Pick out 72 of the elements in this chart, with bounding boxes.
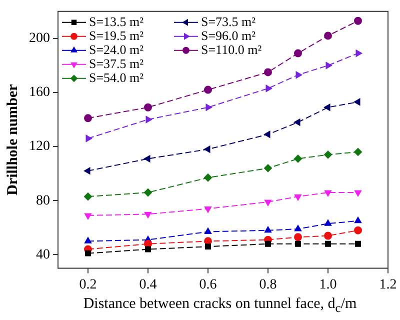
point (146, 116, 152, 124)
point (324, 190, 332, 197)
y-axis-title: Drillhole number (4, 84, 21, 196)
x-tick-label: 1.2 (379, 277, 397, 292)
point (354, 216, 362, 224)
y-tick-label: 40 (36, 247, 50, 262)
x-axis-title: Distance between cracks on tunnel face, d$_{c}$/m (82, 296, 358, 316)
point (84, 167, 90, 174)
x-tick-label: 0.6 (199, 277, 217, 292)
point (264, 130, 270, 138)
point (204, 228, 212, 234)
point (204, 174, 212, 182)
point (324, 232, 332, 240)
point (265, 240, 271, 247)
point (294, 154, 302, 163)
point (266, 84, 272, 92)
x-tick-label: 0.4 (139, 277, 157, 292)
point (264, 68, 272, 76)
x-tick-label: 1.0 (319, 277, 337, 292)
point (144, 103, 152, 112)
point (86, 134, 92, 142)
legend-label: S=73.5 m² (201, 14, 256, 29)
point (355, 240, 361, 247)
point (296, 71, 302, 78)
x-tick-label: 0.8 (259, 277, 277, 292)
point (145, 246, 151, 252)
point (264, 226, 272, 233)
point (354, 16, 362, 25)
point (324, 220, 332, 226)
point (85, 250, 91, 256)
point (294, 225, 302, 232)
legend-label: S=37.5 m² (89, 56, 144, 71)
point (144, 188, 152, 197)
point (144, 212, 152, 218)
point (324, 150, 332, 159)
point (354, 148, 362, 156)
point (84, 213, 92, 220)
y-tick-label: 80 (36, 193, 50, 208)
point (84, 192, 92, 201)
legend-label: S=54.0 m² (89, 70, 144, 85)
point (204, 146, 210, 153)
point (294, 233, 302, 242)
point (204, 206, 212, 213)
point (294, 194, 302, 201)
point (264, 200, 272, 206)
point (294, 118, 300, 126)
point (294, 49, 302, 58)
legend-label: S=110.0 m² (201, 42, 262, 57)
point (205, 244, 211, 250)
y-tick-label: 160 (29, 85, 50, 100)
point (326, 62, 332, 69)
y-tick-label: 200 (29, 31, 50, 46)
point (204, 86, 212, 94)
point (324, 32, 332, 40)
point (84, 237, 92, 244)
point (354, 226, 362, 234)
point (356, 50, 362, 57)
legend-label: S=19.5 m² (89, 28, 144, 43)
point (354, 190, 362, 197)
point (84, 114, 92, 122)
point (325, 240, 331, 247)
x-tick-label: 0.2 (79, 277, 97, 292)
point (324, 104, 330, 111)
point (264, 164, 272, 172)
legend-label: S=24.0 m² (89, 42, 144, 57)
y-tick-label: 120 (29, 139, 50, 154)
point (354, 98, 360, 106)
point (144, 155, 150, 162)
point (295, 240, 301, 247)
legend-label: S=13.5 m² (89, 14, 144, 29)
point (206, 104, 212, 111)
legend-label: S=96.0 m² (201, 28, 256, 43)
